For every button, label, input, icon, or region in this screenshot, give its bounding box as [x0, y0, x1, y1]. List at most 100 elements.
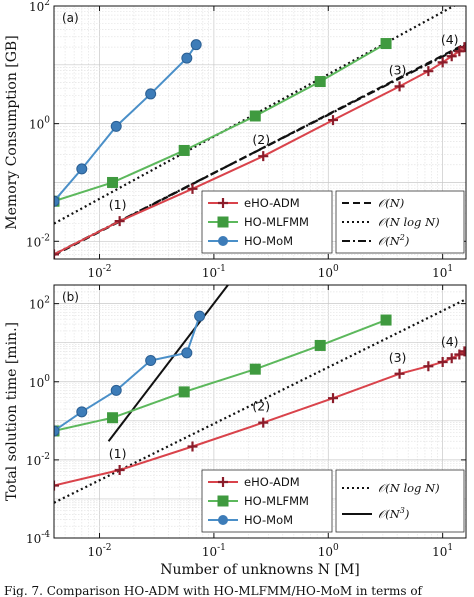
- data-point: [459, 346, 466, 357]
- y-axis-label: Total solution time [min.]: [4, 322, 20, 501]
- panel-label: (a): [62, 11, 79, 25]
- data-point: [394, 81, 405, 92]
- data-label: (1): [109, 197, 127, 212]
- data-point: [249, 363, 261, 375]
- data-point: [446, 353, 457, 364]
- plot-area: [54, 285, 466, 504]
- data-point: [454, 349, 465, 360]
- legend-marker: [218, 236, 228, 246]
- legend-label: 𝒪(N): [378, 196, 404, 210]
- y-tick-label: 10-2: [26, 452, 50, 468]
- legend-label: HO-MLFMM: [244, 494, 309, 508]
- x-tick-label: 10-1: [202, 543, 226, 559]
- data-point: [437, 357, 448, 368]
- data-label: (2): [252, 132, 270, 147]
- chart-panel-1: (1) (2) (3) (4) (a) Memory Consumption [GB] eH…: [4, 5, 467, 260]
- legend-box: [335, 469, 465, 533]
- data-point: [190, 39, 202, 51]
- legend-marker: [217, 495, 229, 507]
- legend-label: 𝒪(N log N): [378, 215, 440, 229]
- data-point: [54, 195, 60, 207]
- reference-line: [54, 43, 466, 256]
- legend-label: HO-MLFMM: [244, 215, 309, 229]
- series-line: [54, 319, 387, 432]
- data-label: (2): [252, 399, 270, 414]
- data-point: [145, 88, 157, 100]
- data-point: [110, 120, 122, 132]
- data-point: [114, 216, 125, 227]
- series-line: [54, 42, 387, 203]
- data-point: [394, 368, 405, 379]
- data-point: [181, 347, 193, 359]
- y-tick-label: 100: [29, 116, 50, 132]
- data-point: [110, 384, 122, 396]
- data-point: [459, 42, 466, 53]
- x-tick-label: 10-2: [87, 543, 111, 559]
- data-point: [258, 417, 269, 428]
- data-point: [187, 441, 198, 452]
- data-point: [380, 314, 392, 326]
- data-point: [181, 52, 193, 64]
- legend-label: 𝒪(N3): [378, 506, 409, 521]
- data-point: [446, 51, 457, 62]
- chart-panel-2: (1) (2) (3) (4) (b) Total solution time [min.…: [4, 284, 467, 539]
- legend-label: HO-MoM: [244, 234, 293, 248]
- data-point: [380, 38, 392, 50]
- data-point: [107, 176, 119, 188]
- legend-label: 𝒪(N log N): [378, 481, 440, 495]
- axes-frame: [53, 5, 467, 260]
- x-tick-label: 100: [318, 543, 339, 559]
- legend-marker: [218, 515, 228, 525]
- x-tick-label: 100: [318, 264, 339, 280]
- series-line: [54, 315, 201, 432]
- data-point: [328, 115, 339, 126]
- data-point: [194, 310, 206, 322]
- axes-frame: [53, 284, 467, 539]
- data-point: [178, 386, 190, 398]
- y-tick-label: 10-4: [26, 530, 50, 546]
- data-label: (4): [441, 334, 459, 349]
- data-label: (3): [389, 62, 407, 77]
- data-point: [114, 465, 125, 476]
- y-tick-label: 10-2: [26, 233, 50, 249]
- data-point: [423, 361, 434, 372]
- x-tick-label: 101: [432, 264, 453, 280]
- legend-label: HO-MoM: [244, 513, 293, 527]
- data-point: [54, 480, 59, 491]
- x-tick-label: 10-2: [87, 264, 111, 280]
- data-point: [423, 66, 434, 77]
- x-tick-label: 101: [432, 543, 453, 559]
- legend-label: 𝒪(N2): [378, 233, 409, 248]
- legend-marker: [218, 198, 228, 208]
- figure-caption: Fig. 7. Comparison HO-ADM with HO-MLFMM/…: [4, 584, 424, 597]
- y-tick-label: 102: [29, 296, 50, 312]
- y-tick-label: 102: [29, 0, 50, 14]
- data-point: [249, 110, 261, 122]
- legend-label: eHO-ADM: [244, 196, 300, 210]
- data-point: [314, 339, 326, 351]
- legend-marker: [218, 477, 228, 487]
- data-point: [454, 46, 465, 57]
- legend-label: eHO-ADM: [244, 475, 300, 489]
- legend-marker: [217, 216, 229, 228]
- data-point: [76, 163, 88, 175]
- data-point: [178, 144, 190, 156]
- data-point: [258, 151, 269, 162]
- x-axis-label: Number of unknowns N [M]: [160, 562, 360, 578]
- data-point: [76, 406, 88, 418]
- reference-line: [54, 6, 456, 225]
- x-tick-label: 10-1: [202, 264, 226, 280]
- data-label: (3): [389, 350, 407, 365]
- data-point: [145, 355, 157, 367]
- y-tick-label: 100: [29, 374, 50, 390]
- plot-area: [54, 6, 466, 259]
- data-point: [328, 393, 339, 404]
- reference-line: [107, 285, 230, 442]
- data-point: [54, 249, 59, 259]
- data-label: (1): [109, 446, 127, 461]
- data-point: [187, 183, 198, 194]
- data-point: [107, 412, 119, 424]
- data-label: (4): [441, 32, 459, 47]
- data-point: [54, 425, 60, 437]
